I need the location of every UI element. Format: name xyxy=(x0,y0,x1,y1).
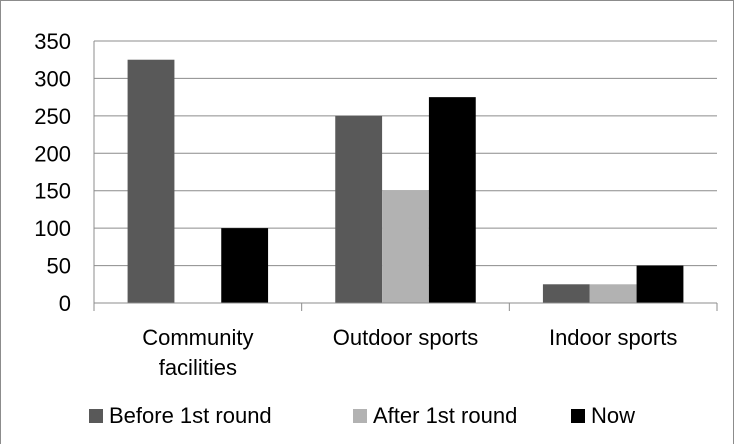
y-tick-label: 250 xyxy=(34,104,71,129)
legend-label: Now xyxy=(591,403,635,428)
legend-swatch xyxy=(571,409,585,423)
y-tick-label: 150 xyxy=(34,179,71,204)
legend-swatch xyxy=(89,409,103,423)
y-tick-label: 100 xyxy=(34,216,71,241)
bar-before-1st-round-1 xyxy=(335,115,383,303)
legend-label: After 1st round xyxy=(373,403,517,428)
category-label: Outdoor sports xyxy=(333,325,479,350)
category-label: Indoor sports xyxy=(549,325,677,350)
bar-now-1 xyxy=(428,97,476,304)
y-tick-label: 50 xyxy=(47,254,71,279)
y-tick-labels: 0 50 100 150 200 250 300 350 xyxy=(34,29,71,316)
y-tick-label: 0 xyxy=(59,291,71,316)
legend: Before 1st round After 1st round Now xyxy=(89,403,635,428)
y-tick-label: 350 xyxy=(34,29,71,54)
bars xyxy=(127,59,684,304)
bar-now-2 xyxy=(636,265,684,303)
y-tick-label: 300 xyxy=(34,66,71,91)
axes xyxy=(93,41,718,311)
bar-before-1st-round-0 xyxy=(127,59,175,303)
category-label: Community xyxy=(142,325,253,350)
bar-before-1st-round-2 xyxy=(542,284,590,303)
legend-label: Before 1st round xyxy=(109,403,272,428)
category-labels: Community facilities Outdoor sports Indoor … xyxy=(142,325,677,380)
bar-after-1st-round-2 xyxy=(589,284,637,303)
bar-after-1st-round-1 xyxy=(382,190,429,303)
legend-swatch xyxy=(353,409,367,423)
category-label: facilities xyxy=(159,355,237,380)
bar-now-0 xyxy=(221,228,269,303)
y-tick-label: 200 xyxy=(34,141,71,166)
